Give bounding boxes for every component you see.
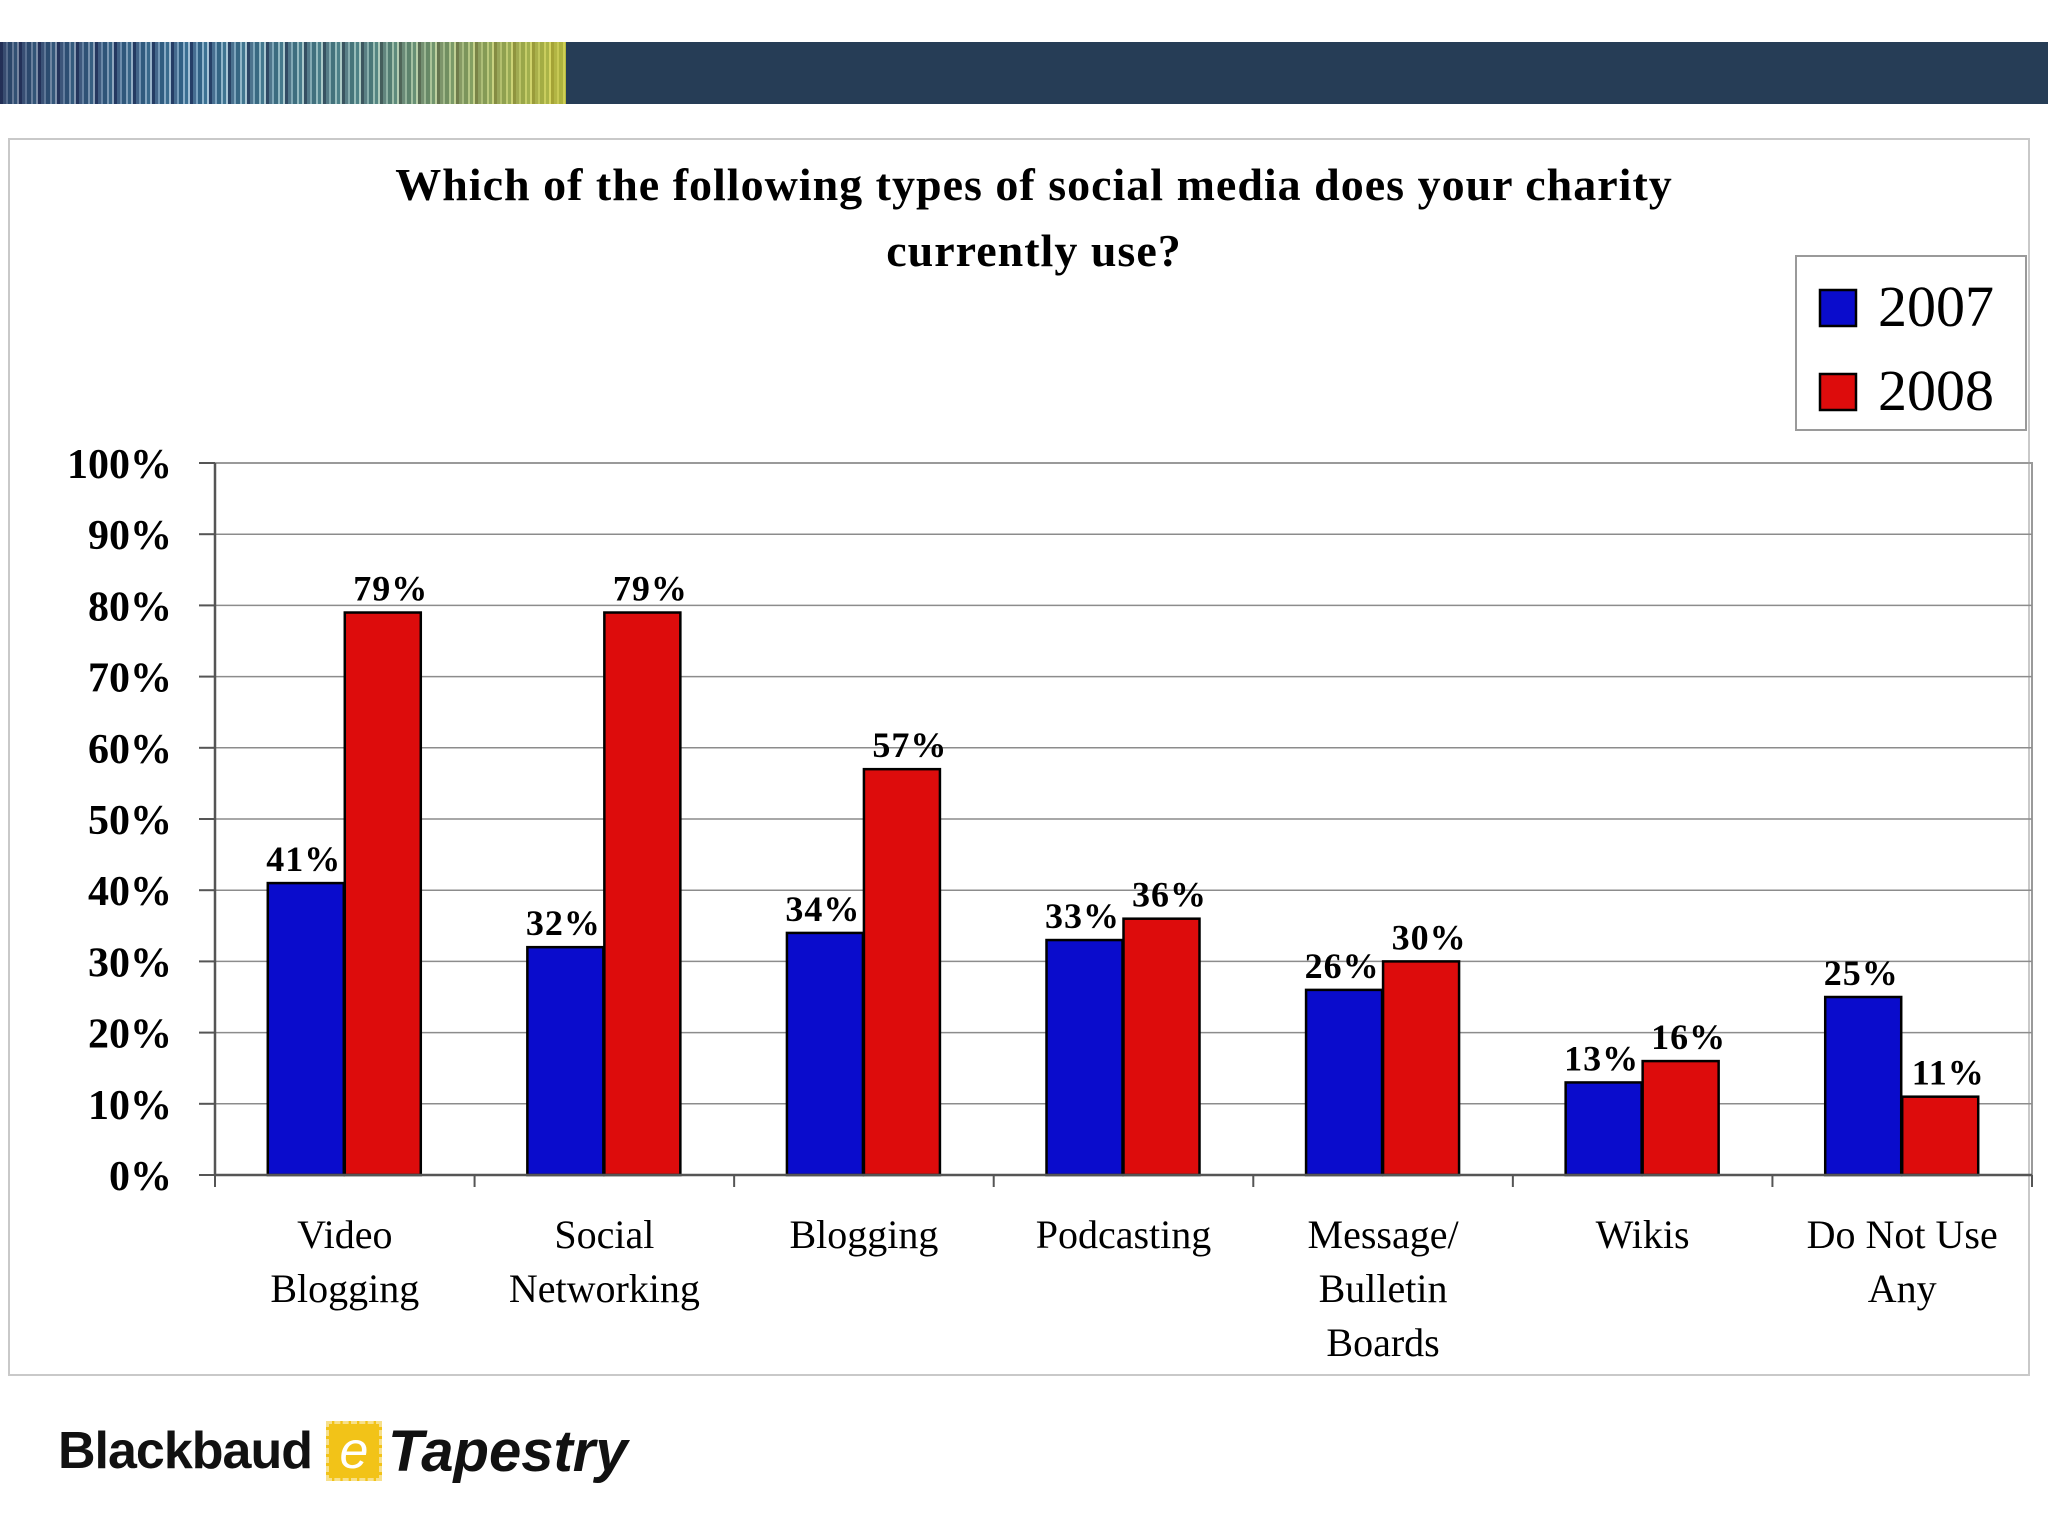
y-tick-label: 60%	[88, 727, 172, 773]
chart-title-line: currently use?	[886, 225, 1182, 276]
data-label-2007-2: 34%	[785, 889, 860, 929]
bar-2007-0	[266, 881, 346, 1177]
category-label: Any	[1868, 1266, 1937, 1311]
logo-blackbaud-text: Blackbaud	[58, 1422, 313, 1480]
y-tick-label: 20%	[88, 1012, 172, 1058]
y-tick-label: 90%	[88, 513, 172, 559]
y-tick-label: 40%	[88, 869, 172, 915]
logo-tapestry-text: Tapestry	[387, 1418, 628, 1484]
category-label: Boards	[1326, 1320, 1439, 1365]
y-tick-label: 50%	[88, 798, 172, 844]
y-tick-label: 80%	[88, 584, 172, 630]
data-label-2008-5: 16%	[1651, 1017, 1726, 1057]
category-label: Podcasting	[1036, 1212, 1212, 1257]
legend-swatch-2007	[1818, 288, 1858, 328]
banner-barcode-tint	[0, 42, 566, 104]
y-tick-label: 10%	[88, 1083, 172, 1129]
bar-2008-2	[862, 767, 942, 1177]
legend-label-2007: 2007	[1878, 274, 1994, 339]
y-tick-label: 100%	[67, 442, 172, 488]
category-label: Message/	[1308, 1212, 1460, 1257]
category-label: Networking	[509, 1266, 700, 1311]
data-label-2007-0: 41%	[266, 839, 341, 879]
data-label-2007-5: 13%	[1564, 1038, 1639, 1078]
category-label: Video	[297, 1212, 392, 1257]
bar-2007-2	[785, 931, 865, 1177]
data-label-2008-4: 30%	[1392, 917, 1467, 957]
category-label: Social	[554, 1212, 654, 1257]
category-label: Wikis	[1596, 1212, 1690, 1257]
bar-2008-0	[343, 611, 423, 1177]
data-label-2007-1: 32%	[526, 903, 601, 943]
y-tick-label: 0%	[109, 1154, 172, 1200]
bar-2008-5	[1641, 1059, 1720, 1177]
logo-e-stamp-icon: e	[325, 1421, 382, 1481]
category-label: Do Not Use	[1807, 1212, 1998, 1257]
legend: 2007 2008	[1795, 255, 2027, 431]
top-banner	[0, 42, 2048, 104]
blackbaud-etapestry-logo: Blackbaud e Tapestry	[58, 1416, 628, 1486]
data-label-2007-6: 25%	[1824, 953, 1899, 993]
bar-2008-1	[603, 611, 682, 1177]
y-tick-label: 30%	[88, 940, 172, 986]
banner-bar	[566, 42, 2048, 104]
bar-2008-3	[1122, 917, 1201, 1177]
bar-2008-6	[1900, 1095, 1980, 1177]
data-label-2008-0: 79%	[353, 569, 428, 609]
bar-2007-6	[1823, 995, 1903, 1177]
labels: 0% 10% 20% 30% 40% 50% 60% 70% 80% 90% 100% 41% 79% V…	[67, 442, 1998, 1365]
category-label: Blogging	[270, 1266, 419, 1311]
chart-title-line: Which of the following types of social m…	[395, 159, 1673, 210]
data-label-2008-6: 11%	[1912, 1053, 1985, 1093]
chart-title: Which of the following types of social m…	[395, 159, 1673, 276]
bar-2007-1	[526, 945, 605, 1177]
axes	[199, 462, 2033, 1187]
gridlines	[214, 462, 2033, 1176]
legend-label-2008: 2008	[1878, 358, 1994, 423]
data-label-2008-2: 57%	[872, 725, 947, 765]
bar-2007-5	[1564, 1081, 1643, 1177]
bar-2007-4	[1304, 988, 1384, 1177]
data-label-2007-4: 26%	[1305, 946, 1380, 986]
category-label: Bulletin	[1319, 1266, 1448, 1311]
category-label: Blogging	[789, 1212, 938, 1257]
chart-frame	[8, 138, 2030, 1376]
bar-2008-4	[1381, 960, 1461, 1177]
data-label-2007-3: 33%	[1045, 896, 1120, 936]
y-tick-label: 70%	[88, 656, 172, 702]
data-label-2008-1: 79%	[613, 569, 688, 609]
bar-2007-3	[1045, 938, 1124, 1177]
data-label-2008-3: 36%	[1132, 875, 1207, 915]
legend-swatch-2008	[1818, 372, 1858, 412]
bars	[266, 611, 1980, 1177]
